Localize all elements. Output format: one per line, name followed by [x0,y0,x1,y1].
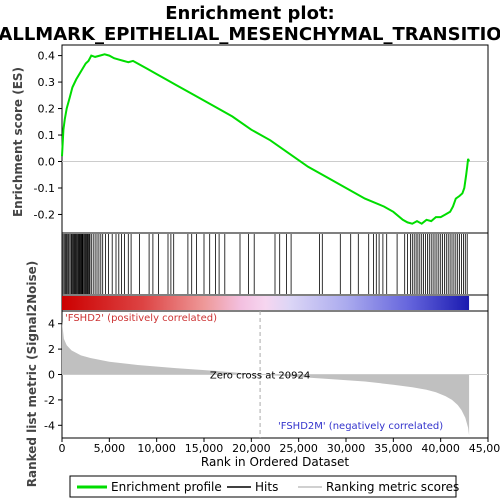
metric-y-axis-label: Ranked list metric (Signal2Noise) [25,261,39,488]
x-tick-label: 25,000 [279,442,318,455]
es-tick-label: 0.2 [38,103,56,116]
es-tick-label: 0.1 [38,129,56,142]
legend: Enrichment profile Hits Ranking metric s… [69,475,459,498]
legend-ranking-label: Ranking metric scores [326,480,459,494]
x-tick-label: 35,000 [374,442,413,455]
metric-tick-label: -4 [44,419,55,432]
chart-title-line1: Enrichment plot: [165,3,335,24]
enrichment-profile-line [61,53,471,225]
metric-axis-ticks: -4 -2 0 2 4 [44,318,62,432]
legend-enrichment-label: Enrichment profile [111,480,222,494]
es-tick-label: 0.0 [38,156,56,169]
x-axis-ticks: 0 5,000 10,000 15,000 20,000 25,000 30,000 35,0… [59,438,500,455]
es-tick-label: 0.4 [38,50,56,63]
legend-box [69,475,457,498]
metric-tick-label: 0 [48,369,55,382]
es-axis-ticks: -0.2 -0.1 0.0 0.1 0.2 0.3 0.4 [34,50,62,221]
zero-cross-label: Zero cross at 20924 [210,371,310,382]
x-axis-label: Rank in Ordered Dataset [201,455,349,469]
es-tick-label: 0.3 [38,76,56,89]
x-tick-label: 40,000 [421,442,460,455]
negative-correlation-label: 'FSHD2M' (negatively correlated) [278,421,443,432]
metric-tick-label: -2 [44,394,55,407]
es-tick-label: -0.2 [34,208,55,221]
x-tick-label: 5,000 [94,442,126,455]
es-y-axis-label: Enrichment score (ES) [11,67,25,217]
es-tick-label: -0.1 [34,182,55,195]
legend-hits-label: Hits [255,480,278,494]
x-tick-label: 20,000 [232,442,271,455]
hit-marks [62,234,468,294]
metric-tick-label: 2 [48,343,55,356]
x-tick-label: 15,000 [185,442,224,455]
ranking-metric-area [62,321,470,436]
chart-title-line2: HALLMARK_EPITHELIAL_MESENCHYMAL_TRANSITI… [0,24,500,45]
positive-correlation-label: 'FSHD2' (positively correlated) [65,313,217,324]
x-tick-label: 45,000 [469,442,500,455]
es-panel [61,44,489,234]
metric-tick-label: 4 [48,318,55,331]
rank-colorbar [62,296,470,310]
x-tick-label: 10,000 [137,442,176,455]
x-tick-label: 0 [59,442,66,455]
x-tick-label: 30,000 [327,442,366,455]
